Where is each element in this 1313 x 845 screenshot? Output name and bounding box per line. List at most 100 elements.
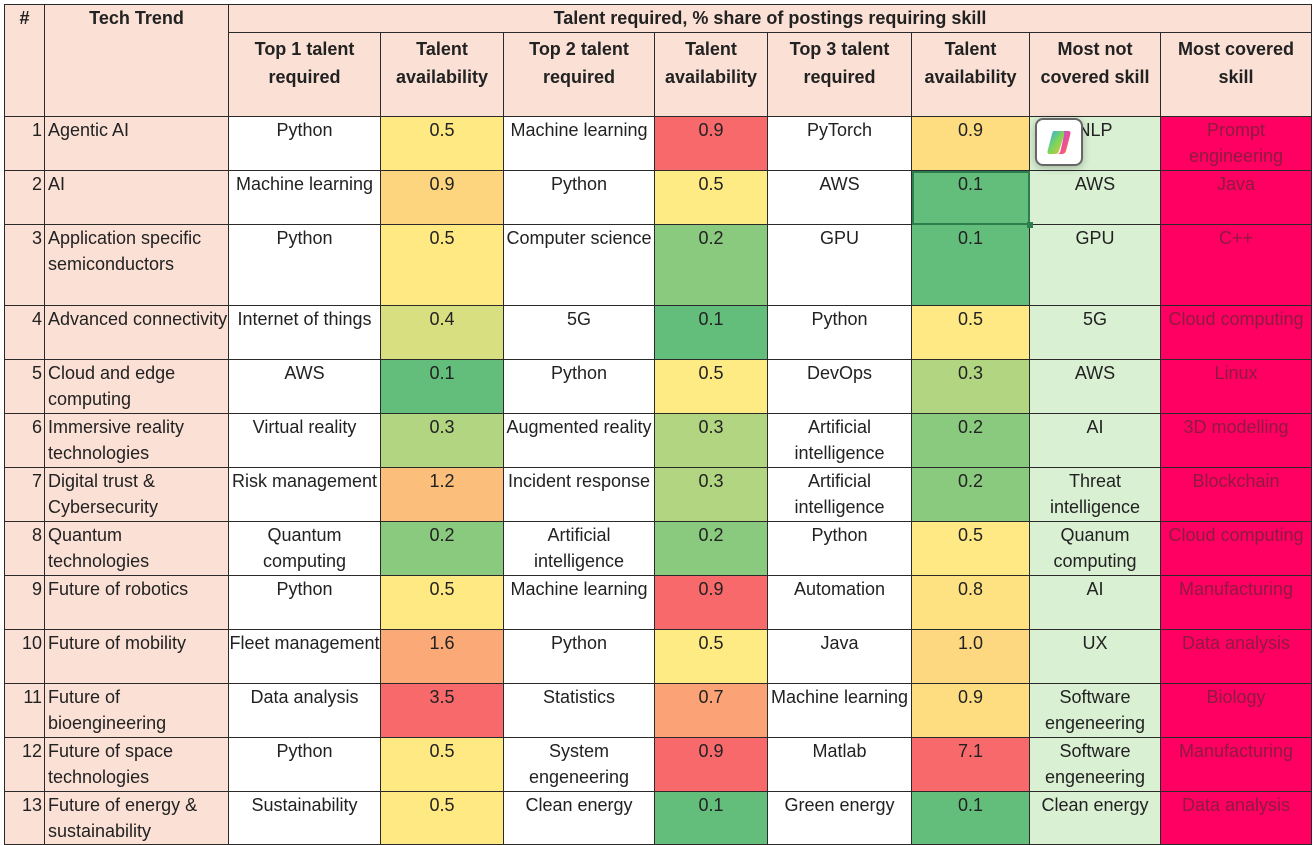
talent-availability-cell[interactable]: 0.2 [654, 521, 768, 576]
top3-talent-cell[interactable]: Python [767, 521, 912, 576]
tech-trend-cell[interactable]: Quantum technologies [44, 521, 229, 576]
top1-talent-cell[interactable]: Python [228, 737, 381, 792]
talent-availability-cell[interactable]: 0.5 [380, 575, 504, 630]
top2-talent-cell[interactable]: 5G [503, 305, 655, 360]
talent-availability-cell[interactable]: 0.9 [380, 170, 504, 225]
top2-talent-cell[interactable]: Computer science [503, 224, 655, 306]
talent-availability-cell[interactable]: 0.1 [654, 305, 768, 360]
most-covered-skill-cell[interactable]: Cloud computing [1160, 305, 1312, 360]
top3-talent-cell[interactable]: Matlab [767, 737, 912, 792]
top2-talent-cell[interactable]: Python [503, 629, 655, 684]
tech-trend-cell[interactable]: Future of space technologies [44, 737, 229, 792]
tech-trend-cell[interactable]: Immersive reality technologies [44, 413, 229, 468]
talent-availability-cell[interactable]: 0.1 [911, 224, 1030, 306]
most-covered-skill-cell[interactable]: Java [1160, 170, 1312, 225]
top1-talent-cell[interactable]: Machine learning [228, 170, 381, 225]
top1-talent-cell[interactable]: Quantum computing [228, 521, 381, 576]
talent-availability-cell[interactable]: 0.9 [654, 116, 768, 171]
top2-talent-cell[interactable]: Augmented reality [503, 413, 655, 468]
row-number-cell[interactable]: 9 [4, 575, 45, 630]
column-header[interactable]: Top 2 talent required [503, 32, 655, 117]
column-header[interactable]: Most covered skill [1160, 32, 1312, 117]
column-header[interactable]: Talent availability [380, 32, 504, 117]
row-number-cell[interactable]: 4 [4, 305, 45, 360]
top3-talent-cell[interactable]: Java [767, 629, 912, 684]
most-not-covered-skill-cell[interactable]: AWS [1029, 170, 1161, 225]
tech-trend-cell[interactable]: Cloud and edge computing [44, 359, 229, 414]
row-number-cell[interactable]: 2 [4, 170, 45, 225]
talent-availability-cell[interactable]: 0.5 [911, 305, 1030, 360]
most-not-covered-skill-cell[interactable]: Software engeneering [1029, 737, 1161, 792]
top3-talent-cell[interactable]: Green energy [767, 791, 912, 845]
most-not-covered-skill-cell[interactable]: AI [1029, 413, 1161, 468]
most-covered-skill-cell[interactable]: Prompt engineering [1160, 116, 1312, 171]
most-not-covered-skill-cell[interactable]: UX [1029, 629, 1161, 684]
top1-talent-cell[interactable]: Internet of things [228, 305, 381, 360]
top3-talent-cell[interactable]: Machine learning [767, 683, 912, 738]
top3-talent-cell[interactable]: Python [767, 305, 912, 360]
row-number-cell[interactable]: 12 [4, 737, 45, 792]
talent-availability-cell[interactable]: 0.7 [654, 683, 768, 738]
talent-availability-cell[interactable]: 0.1 [911, 170, 1034, 229]
talent-availability-cell[interactable]: 0.3 [654, 467, 768, 522]
most-not-covered-skill-cell[interactable]: 5G [1029, 305, 1161, 360]
most-covered-skill-cell[interactable]: Data analysis [1160, 629, 1312, 684]
column-header[interactable]: Most not covered skill [1029, 32, 1161, 117]
talent-availability-cell[interactable]: 0.2 [654, 224, 768, 306]
top3-talent-cell[interactable]: Artificial intelligence [767, 413, 912, 468]
talent-availability-cell[interactable]: 0.1 [380, 359, 504, 414]
top1-talent-cell[interactable]: Risk management [228, 467, 381, 522]
top3-talent-cell[interactable]: AWS [767, 170, 912, 225]
most-covered-skill-cell[interactable]: 3D modelling [1160, 413, 1312, 468]
row-number-cell[interactable]: 11 [4, 683, 45, 738]
row-number-cell[interactable]: 10 [4, 629, 45, 684]
top3-talent-cell[interactable]: Automation [767, 575, 912, 630]
column-header[interactable]: Top 1 talent required [228, 32, 381, 117]
most-covered-skill-cell[interactable]: Data analysis [1160, 791, 1312, 845]
talent-availability-cell[interactable]: 0.5 [380, 224, 504, 306]
top1-talent-cell[interactable]: Sustainability [228, 791, 381, 845]
top1-talent-cell[interactable]: AWS [228, 359, 381, 414]
talent-availability-cell[interactable]: 0.9 [654, 575, 768, 630]
talent-availability-cell[interactable]: 0.5 [654, 359, 768, 414]
most-covered-skill-cell[interactable]: Linux [1160, 359, 1312, 414]
talent-availability-cell[interactable]: 0.2 [380, 521, 504, 576]
column-header[interactable]: Talent availability [911, 32, 1030, 117]
top1-talent-cell[interactable]: Virtual reality [228, 413, 381, 468]
top2-talent-cell[interactable]: Statistics [503, 683, 655, 738]
top2-talent-cell[interactable]: Python [503, 359, 655, 414]
most-not-covered-skill-cell[interactable]: GPU [1029, 224, 1161, 306]
top1-talent-cell[interactable]: Fleet management [228, 629, 381, 684]
top2-talent-cell[interactable]: Incident response [503, 467, 655, 522]
tech-trend-cell[interactable]: Future of bioengineering [44, 683, 229, 738]
talent-availability-cell[interactable]: 0.1 [911, 791, 1030, 845]
tech-trend-cell[interactable]: Application specific semiconductors [44, 224, 229, 306]
tech-trend-cell[interactable]: Agentic AI [44, 116, 229, 171]
most-covered-skill-cell[interactable]: C++ [1160, 224, 1312, 306]
talent-availability-cell[interactable]: 3.5 [380, 683, 504, 738]
row-number-cell[interactable]: 5 [4, 359, 45, 414]
talent-availability-cell[interactable]: 0.3 [380, 413, 504, 468]
tech-trend-cell[interactable]: Future of energy & sustainability [44, 791, 229, 845]
most-covered-skill-cell[interactable]: Blockchain [1160, 467, 1312, 522]
talent-availability-cell[interactable]: 7.1 [911, 737, 1030, 792]
most-not-covered-skill-cell[interactable]: Quanum computing [1029, 521, 1161, 576]
header-number[interactable]: # [4, 4, 45, 117]
talent-availability-cell[interactable]: 0.9 [911, 683, 1030, 738]
most-covered-skill-cell[interactable]: Cloud computing [1160, 521, 1312, 576]
talent-availability-cell[interactable]: 0.2 [911, 467, 1030, 522]
most-covered-skill-cell[interactable]: Manufacturing [1160, 737, 1312, 792]
most-covered-skill-cell[interactable]: Biology [1160, 683, 1312, 738]
tech-trend-cell[interactable]: AI [44, 170, 229, 225]
talent-availability-cell[interactable]: 0.5 [380, 116, 504, 171]
talent-availability-cell[interactable]: 0.3 [911, 359, 1030, 414]
most-not-covered-skill-cell[interactable]: AWS [1029, 359, 1161, 414]
top2-talent-cell[interactable]: Python [503, 170, 655, 225]
talent-availability-cell[interactable]: 0.4 [380, 305, 504, 360]
top3-talent-cell[interactable]: DevOps [767, 359, 912, 414]
top3-talent-cell[interactable]: Artificial intelligence [767, 467, 912, 522]
row-number-cell[interactable]: 6 [4, 413, 45, 468]
talent-availability-cell[interactable]: 0.5 [380, 791, 504, 845]
top3-talent-cell[interactable]: GPU [767, 224, 912, 306]
top1-talent-cell[interactable]: Python [228, 224, 381, 306]
